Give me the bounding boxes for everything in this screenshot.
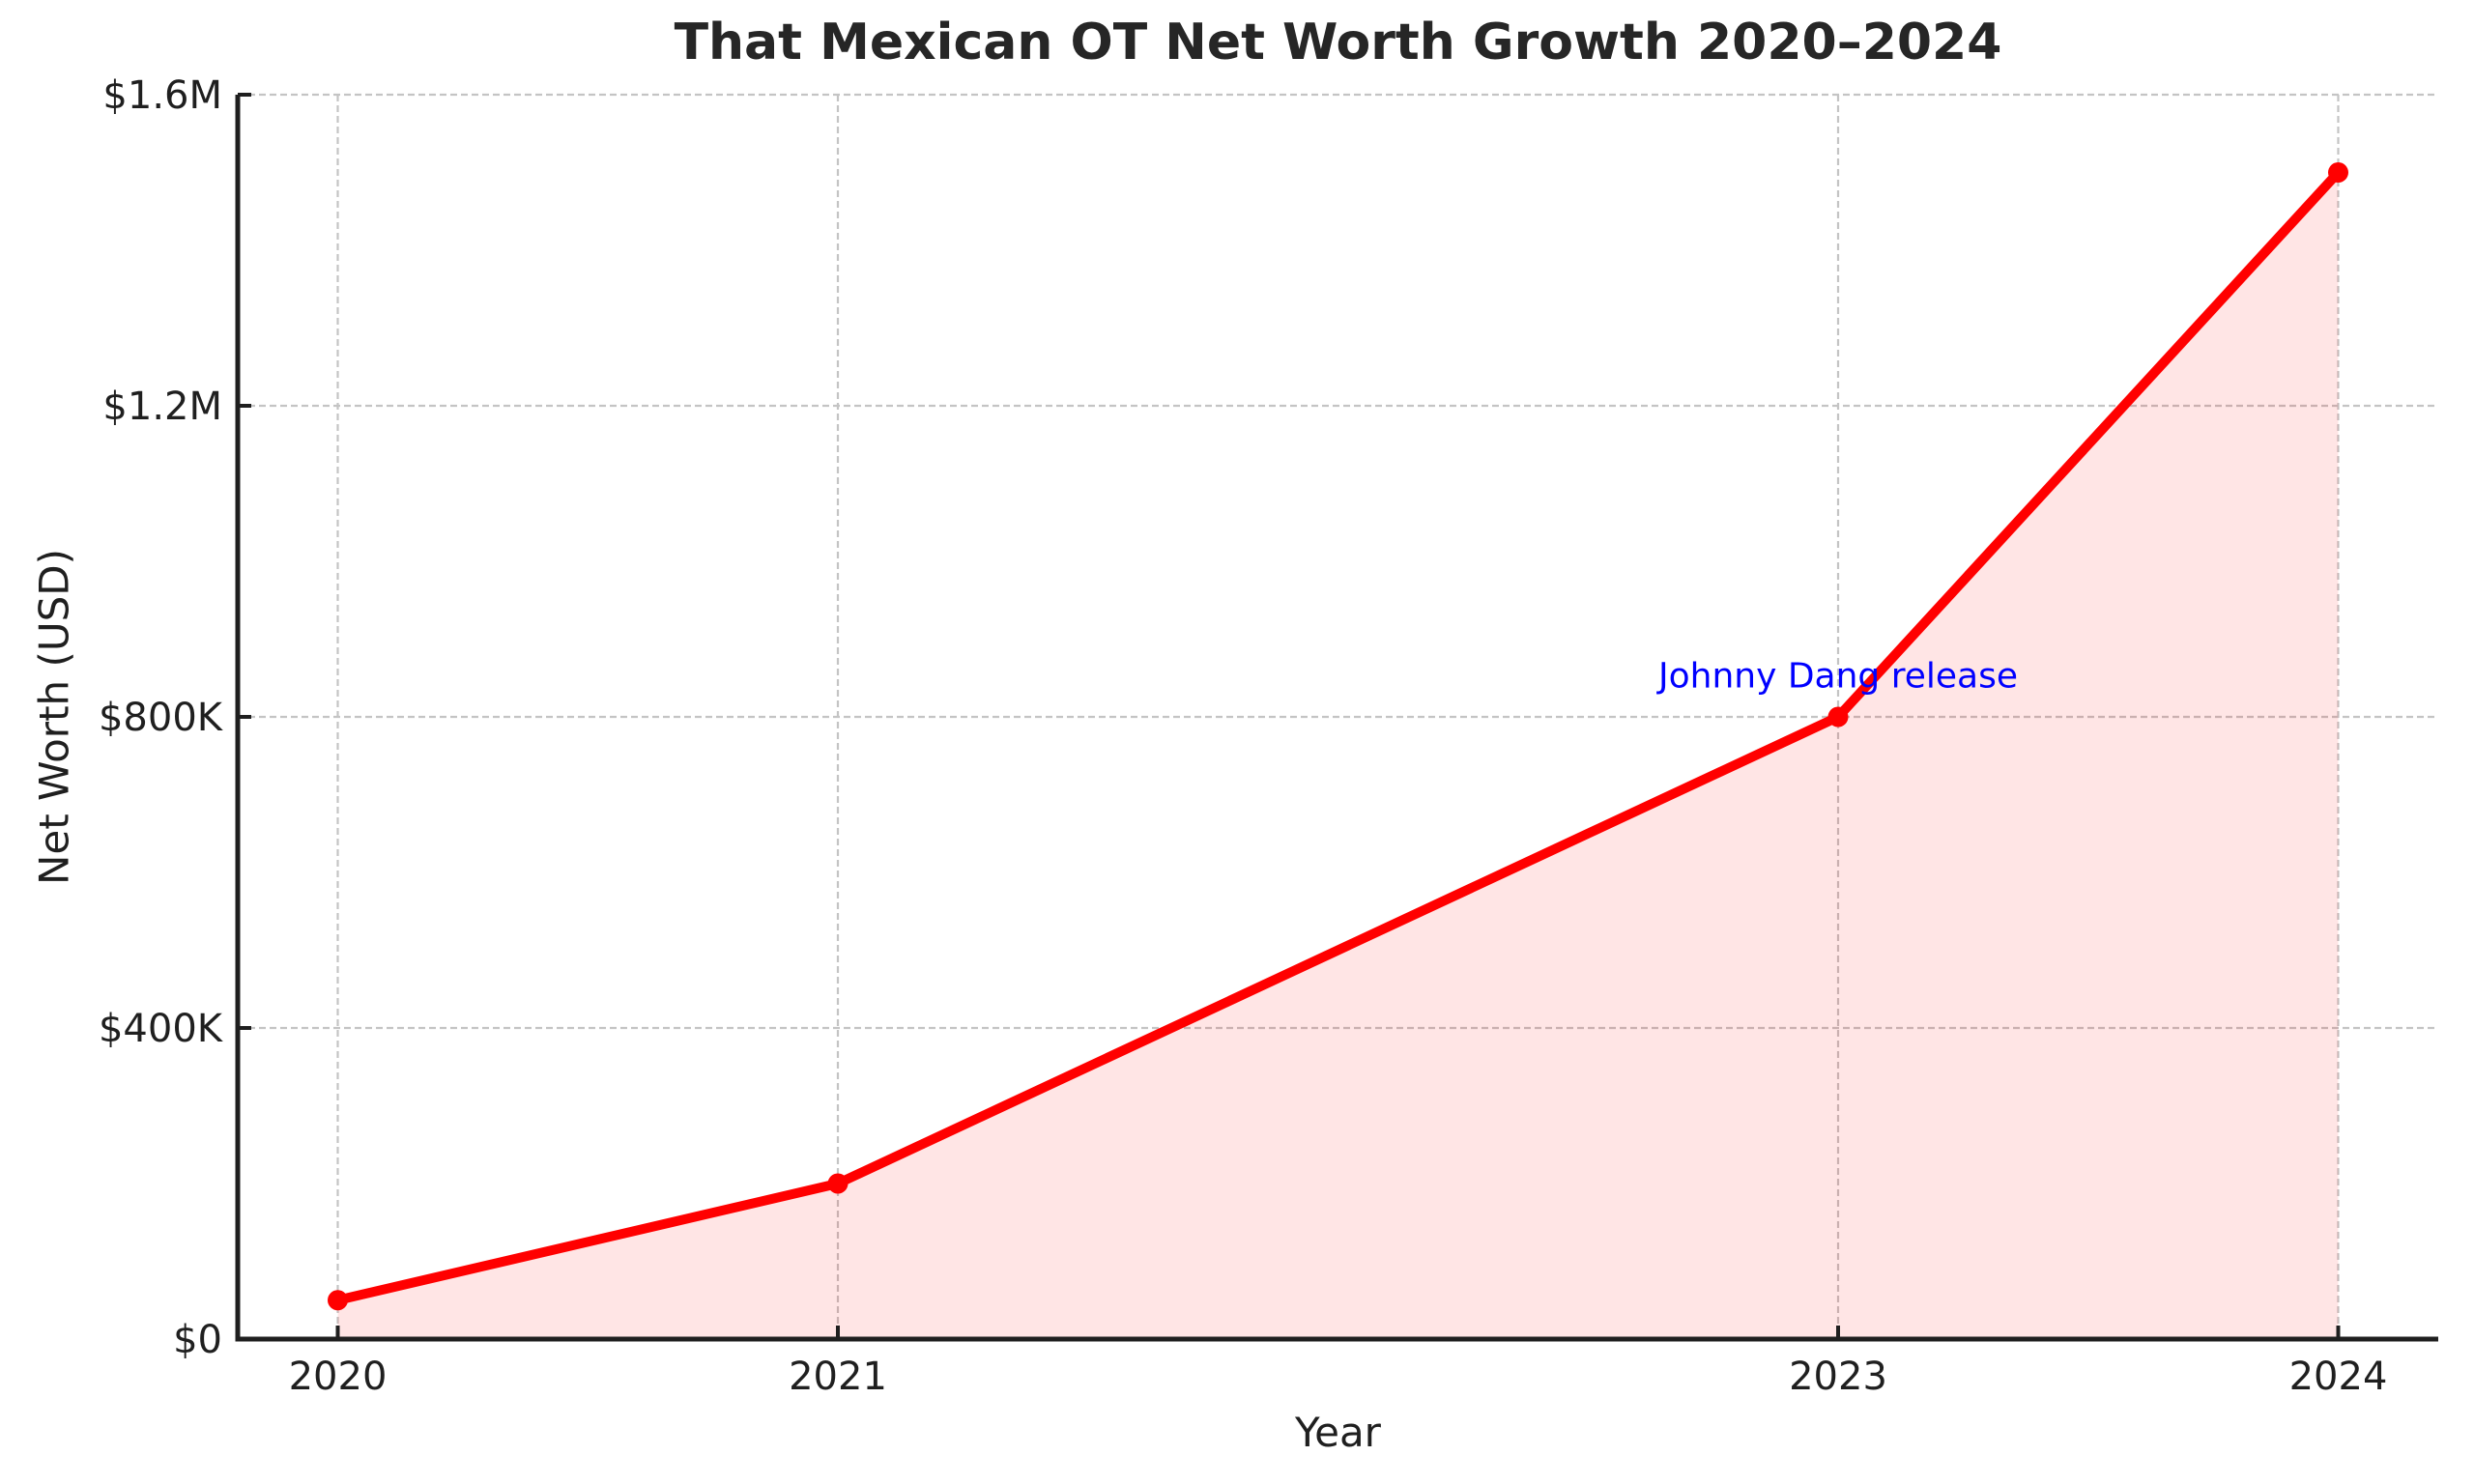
y-tick-label-$400K: $400K <box>99 1007 224 1051</box>
data-point-2020 <box>328 1290 348 1311</box>
data-point-2023 <box>1827 706 1849 728</box>
data-point-2024 <box>2328 162 2348 183</box>
annotation-johnny-dang-release: Johnny Dang release <box>1657 656 2019 697</box>
x-axis-label: Year <box>1295 1409 1381 1456</box>
y-tick-label-$1.2M: $1.2M <box>102 385 222 429</box>
y-tick-label-$1.6M: $1.6M <box>102 73 222 118</box>
x-tick-label-2023: 2023 <box>1789 1355 1887 1399</box>
x-tick-label-2024: 2024 <box>2289 1355 2388 1399</box>
y-axis-label: Net Worth (USD) <box>30 548 78 886</box>
net-worth-line <box>332 167 2344 1305</box>
area-fill <box>337 172 2339 1339</box>
y-tick-label-$800K: $800K <box>99 696 224 740</box>
y-tick-label-$0: $0 <box>173 1318 222 1362</box>
data-point-2021 <box>827 1173 849 1194</box>
x-tick-label-2021: 2021 <box>789 1355 887 1399</box>
chart-title: That Mexican OT Net Worth Growth 2020–20… <box>674 14 2002 71</box>
x-tick-label-2020: 2020 <box>289 1355 388 1399</box>
